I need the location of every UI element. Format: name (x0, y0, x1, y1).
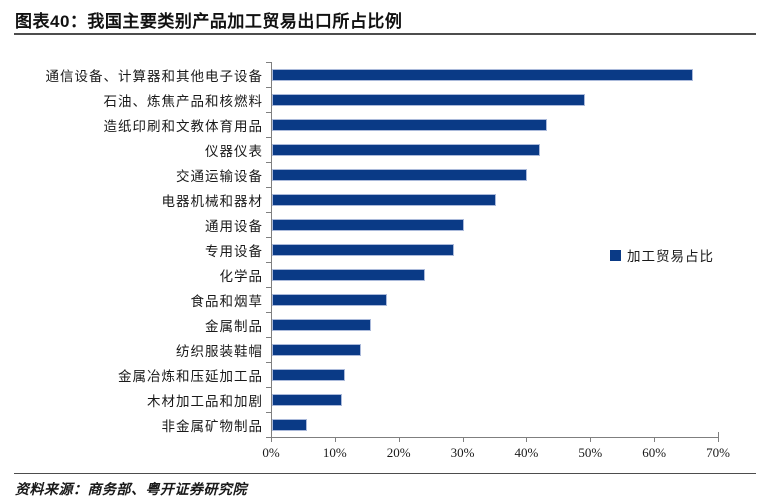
bar (272, 168, 528, 181)
x-axis-tick (334, 438, 336, 442)
x-axis-tick-label: 40% (514, 445, 539, 460)
y-axis-tick (266, 287, 271, 288)
category-label: 食品和烟草 (190, 293, 263, 309)
category-axis-labels: 通信设备、计算器和其他电子设备石油、炼焦产品和核燃料 造纸印刷和文教体育用品仪器仪… (0, 62, 263, 437)
category-label: 石油、炼焦产品和核燃料 (103, 93, 263, 109)
x-axis-tick-label: 30% (450, 445, 475, 460)
category-label: 造纸印刷和文教体育用品 (103, 118, 263, 134)
category-label: 通信设备、计算器和其他电子设备 (45, 68, 263, 84)
bar-row (272, 162, 719, 187)
bar-row (272, 212, 719, 237)
bar (272, 143, 541, 156)
y-axis-tick (266, 337, 271, 338)
y-axis-tick (266, 187, 271, 188)
x-axis-tick (271, 438, 272, 442)
category-label: 化学品 (219, 268, 263, 284)
category-label: 通用设备 (205, 218, 263, 234)
bar-series (272, 62, 719, 437)
category-label: 电器机械和器材 (161, 193, 263, 209)
x-axis-tick-label: 0% (262, 445, 280, 460)
bar (272, 193, 496, 206)
data-source-note: 资料来源：商务部、粤开证券研究院 (15, 483, 247, 498)
bar-row (272, 337, 719, 362)
bar-row (272, 112, 719, 137)
x-axis-tick-label: 50% (578, 445, 603, 460)
bar (272, 268, 426, 281)
category-label: 交通运输设备 (176, 168, 263, 184)
y-axis-tick (266, 412, 271, 413)
legend-series-label: 加工贸易占比 (627, 249, 714, 264)
x-axis-tick (462, 438, 464, 442)
x-axis-tick (590, 438, 592, 442)
bar (272, 218, 464, 231)
legend: 加工贸易占比 (610, 245, 714, 265)
bar (272, 68, 694, 81)
category-label: 仪器仪表 (205, 143, 263, 159)
y-axis-tick (266, 162, 271, 163)
x-axis-tick (526, 438, 528, 442)
category-label: 木材加工品和加剧 (147, 393, 263, 409)
title-divider-line (14, 33, 756, 35)
y-axis-tick (266, 62, 271, 63)
x-axis-tick-label: 10% (322, 445, 347, 460)
bar-row (272, 87, 719, 112)
bar-row (272, 362, 719, 387)
category-label: 非金属矿物制品 (161, 418, 263, 434)
bar (272, 318, 371, 331)
bar-row (272, 62, 719, 87)
y-axis-tick (266, 237, 271, 238)
y-axis-tick (266, 437, 271, 438)
bar-row (272, 187, 719, 212)
bar (272, 418, 308, 431)
bar-row (272, 412, 719, 437)
bar (272, 93, 585, 106)
bar (272, 343, 362, 356)
x-axis-tick (398, 438, 400, 442)
category-label: 金属冶炼和压延加工品 (118, 368, 263, 384)
y-axis-tick (266, 362, 271, 363)
bar-row (272, 387, 719, 412)
bar-row (272, 137, 719, 162)
category-label: 金属制品 (205, 318, 263, 334)
x-axis-tick-label: 20% (386, 445, 411, 460)
chart-title: 图表40：我国主要类别产品加工贸易出口所占比例 (15, 12, 403, 31)
category-label: 纺织服装鞋帽 (176, 343, 263, 359)
bar (272, 243, 454, 256)
bar (272, 118, 547, 131)
bar-row (272, 287, 719, 312)
bar-row (272, 312, 719, 337)
bar (272, 393, 343, 406)
y-axis-tick (266, 262, 271, 263)
plot-area (271, 62, 719, 438)
bar-row (272, 262, 719, 287)
x-axis-tick-label: 60% (642, 445, 667, 460)
category-label: 专用设备 (205, 243, 263, 259)
bar (272, 293, 387, 306)
x-axis-tick (718, 438, 719, 442)
bar (272, 368, 346, 381)
y-axis-tick (266, 387, 271, 388)
y-axis-tick (266, 87, 271, 88)
footer-divider-line (14, 473, 756, 474)
x-axis-tick (654, 438, 656, 442)
y-axis-tick (266, 212, 271, 213)
y-axis-tick (266, 137, 271, 138)
x-axis-tick-label: 70% (706, 445, 730, 460)
bar-row (272, 237, 719, 262)
y-axis-tick (266, 112, 271, 113)
legend-marker-square (610, 249, 621, 261)
y-axis-tick (266, 312, 271, 313)
x-axis-end-cap (718, 432, 719, 437)
